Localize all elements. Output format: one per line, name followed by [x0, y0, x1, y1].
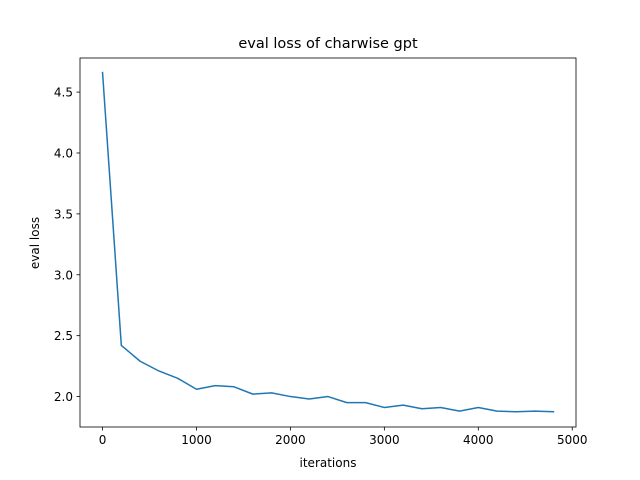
x-tick-label: 2000	[275, 433, 306, 447]
x-tick-label: 4000	[463, 433, 494, 447]
y-tick-label: 3.5	[54, 207, 73, 221]
y-tick-label: 2.5	[54, 329, 73, 343]
y-tick-label: 4.0	[54, 146, 73, 160]
y-axis-label: eval loss	[28, 217, 42, 269]
x-tick-label: 1000	[181, 433, 212, 447]
y-axis-ticks: 2.0 2.5 3.0 3.5 4.0 4.5	[54, 86, 80, 404]
x-tick-label: 3000	[369, 433, 400, 447]
plot-area	[79, 57, 577, 428]
y-tick-label: 2.0	[54, 390, 73, 404]
series-line-0	[101, 71, 555, 413]
y-tick-label: 4.5	[54, 86, 73, 100]
y-tick-label: 3.0	[54, 268, 73, 282]
plot-frame	[79, 57, 577, 428]
chart-title: eval loss of charwise gpt	[238, 36, 418, 52]
x-axis-label: iterations	[300, 456, 357, 470]
x-axis-ticks: 0 1000 2000 3000 4000 5000	[99, 427, 588, 447]
x-tick-label: 0	[99, 433, 107, 447]
x-tick-label: 5000	[557, 433, 588, 447]
